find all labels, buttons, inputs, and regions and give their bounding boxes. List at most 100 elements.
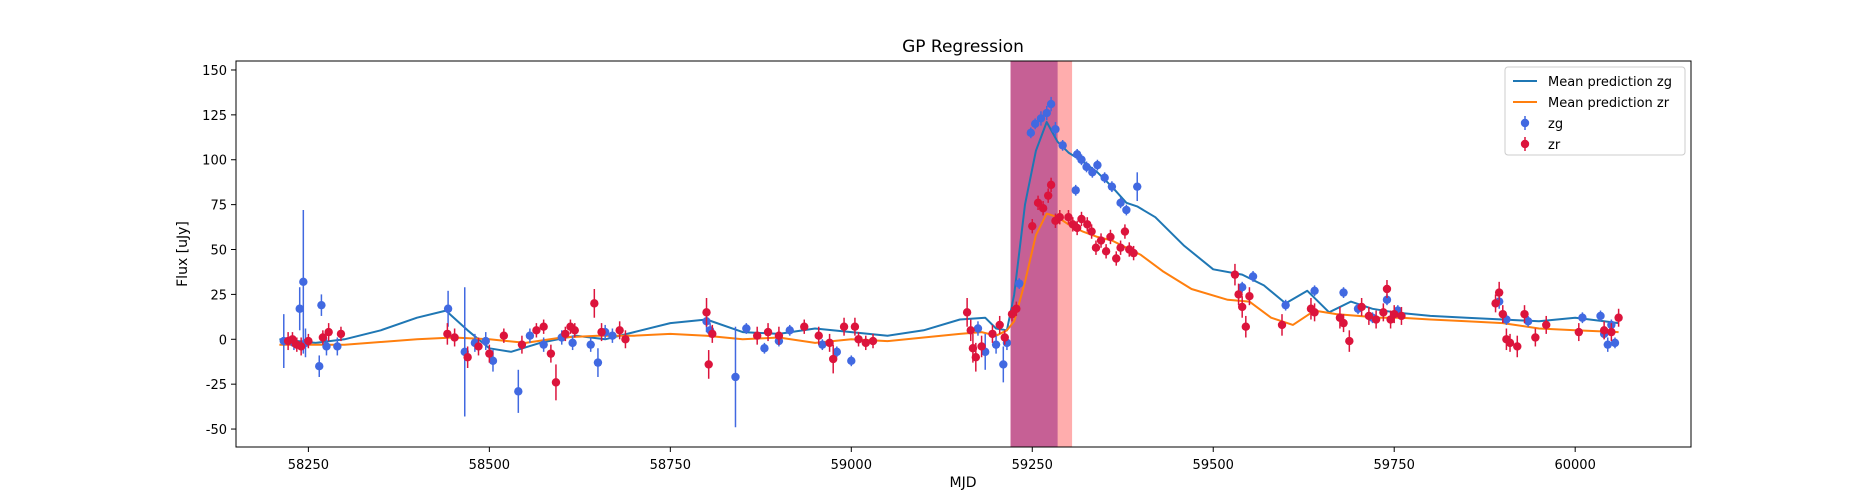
- data-marker: [760, 344, 769, 353]
- data-marker: [1390, 309, 1399, 319]
- data-marker: [1042, 108, 1051, 118]
- data-marker: [333, 342, 342, 351]
- data-point-zr: [1129, 245, 1138, 261]
- legend-label: zr: [1548, 138, 1561, 153]
- data-point-zg: [1248, 271, 1258, 282]
- data-point-zr: [1310, 303, 1319, 322]
- data-point-zr: [1505, 333, 1515, 352]
- data-marker: [1077, 155, 1086, 164]
- data-marker: [1277, 320, 1287, 330]
- data-marker: [1082, 162, 1091, 172]
- data-marker: [1015, 279, 1024, 288]
- data-marker: [1230, 270, 1240, 279]
- y-tick-label: 150: [202, 64, 227, 79]
- data-marker: [1071, 186, 1080, 195]
- data-point-zg: [1036, 111, 1046, 126]
- data-marker: [1120, 227, 1130, 236]
- data-marker: [785, 326, 794, 335]
- legend-item: zr: [1520, 137, 1561, 153]
- data-point-zr: [615, 321, 624, 340]
- data-marker: [1596, 311, 1605, 321]
- data-point-zr: [1364, 306, 1374, 325]
- data-marker: [570, 326, 579, 335]
- data-marker: [861, 338, 870, 348]
- data-point-zr: [485, 344, 494, 363]
- data-point-zr: [1112, 251, 1121, 266]
- data-marker: [847, 356, 856, 366]
- data-point-zg: [568, 335, 577, 351]
- data-marker: [1578, 313, 1587, 322]
- data-point-zr: [850, 317, 860, 336]
- data-marker: [1100, 173, 1109, 182]
- data-marker: [991, 340, 1001, 349]
- data-point-zr: [1120, 224, 1130, 239]
- data-marker: [825, 338, 834, 348]
- x-tick-label: 59500: [1193, 458, 1234, 473]
- data-marker: [1093, 160, 1102, 170]
- data-point-zg: [973, 321, 983, 336]
- data-point-zg: [1281, 299, 1290, 311]
- data-marker: [539, 322, 548, 331]
- data-point-zg: [1610, 337, 1620, 349]
- data-point-zg: [785, 324, 794, 336]
- data-point-zg: [1026, 127, 1036, 139]
- data-marker: [1397, 311, 1406, 321]
- data-point-zr: [814, 326, 823, 345]
- data-marker: [1513, 342, 1522, 351]
- data-point-zr: [597, 323, 606, 342]
- data-marker: [593, 358, 603, 367]
- data-marker: [973, 324, 983, 333]
- data-point-zr: [763, 323, 773, 342]
- data-point-zg: [847, 355, 856, 367]
- data-point-zg: [1042, 105, 1051, 121]
- data-point-zr: [1277, 314, 1287, 336]
- data-marker: [1101, 247, 1111, 256]
- data-marker: [968, 344, 978, 353]
- legend: Mean prediction zg Mean prediction zr zg zr: [1504, 66, 1686, 156]
- data-marker: [568, 338, 577, 348]
- data-marker: [1116, 198, 1125, 208]
- data-marker: [474, 342, 483, 351]
- data-point-zg: [608, 328, 617, 343]
- data-point-zr: [1237, 296, 1247, 318]
- data-marker: [1574, 327, 1583, 337]
- data-point-zr: [443, 323, 452, 345]
- data-marker: [1310, 286, 1319, 296]
- data-marker: [1542, 320, 1551, 330]
- data-marker: [481, 336, 490, 346]
- x-tick-label: 59750: [1374, 458, 1415, 473]
- data-marker: [525, 331, 535, 340]
- x-tick-label: 58750: [650, 458, 691, 473]
- data-point-zr: [1101, 244, 1111, 259]
- data-point-zg: [1237, 281, 1247, 293]
- data-point-zg: [1088, 166, 1097, 178]
- data-point-zg: [1133, 172, 1142, 202]
- data-point-zr: [1000, 330, 1009, 345]
- data-marker: [1133, 182, 1142, 191]
- data-point-zr: [561, 326, 570, 342]
- data-point-zr: [450, 328, 459, 347]
- data-point-zr: [1106, 229, 1115, 245]
- data-marker: [1498, 309, 1507, 319]
- data-marker: [962, 308, 972, 317]
- x-tick-label: 59250: [1012, 458, 1053, 473]
- data-point-zg: [818, 339, 827, 351]
- data-point-zr: [1339, 314, 1348, 333]
- data-point-zr: [962, 297, 972, 327]
- prediction-lines: [279, 121, 1619, 353]
- data-marker: [317, 300, 326, 310]
- data-marker: [1523, 317, 1533, 326]
- data-marker: [800, 322, 809, 331]
- data-point-zr: [1357, 297, 1366, 316]
- data-marker: [818, 340, 827, 349]
- data-marker: [1364, 311, 1374, 321]
- data-marker: [1245, 291, 1254, 301]
- data-marker: [977, 342, 986, 351]
- data-marker: [615, 326, 624, 335]
- data-point-zg: [1015, 278, 1024, 290]
- data-marker: [1055, 212, 1064, 222]
- data-marker: [443, 329, 452, 339]
- data-point-zg: [1030, 118, 1040, 130]
- data-point-zr: [1241, 315, 1251, 338]
- data-point-zr: [1371, 310, 1381, 329]
